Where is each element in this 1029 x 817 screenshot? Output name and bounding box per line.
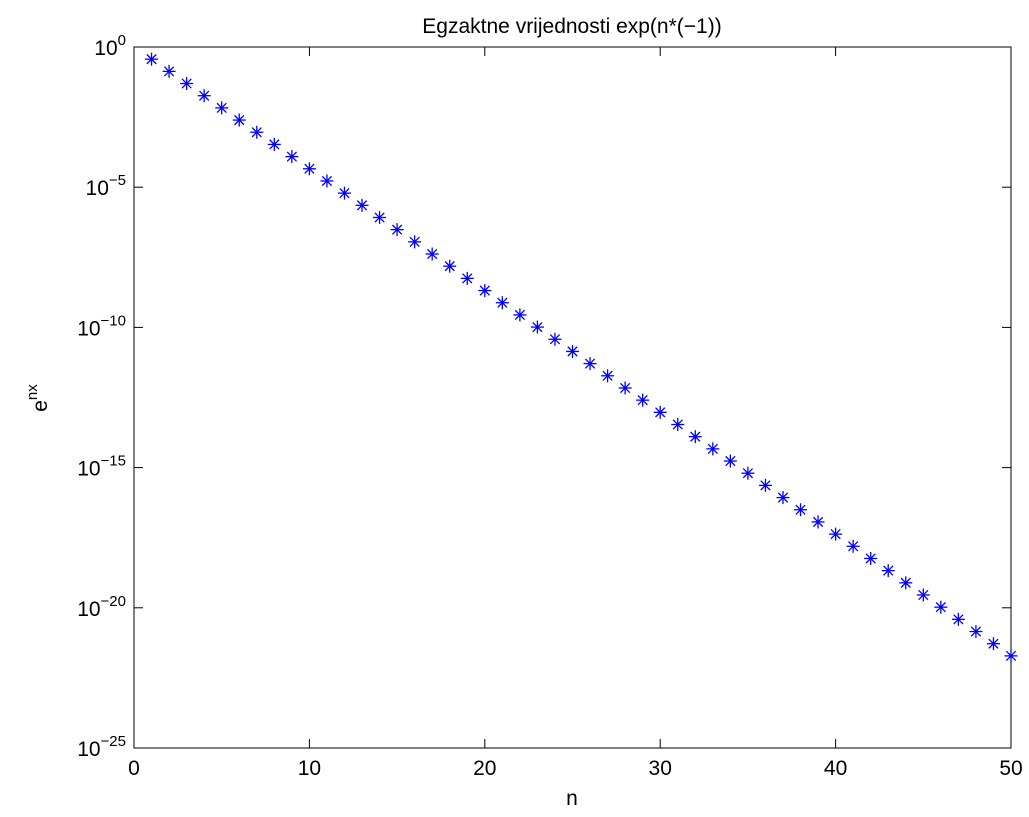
data-point xyxy=(337,186,351,200)
y-tick-label-base: 10 xyxy=(86,177,109,200)
data-point xyxy=(636,393,650,407)
data-point xyxy=(408,235,422,249)
x-tick-label: 20 xyxy=(473,757,496,780)
data-point xyxy=(688,430,702,444)
y-axis-label-base: e xyxy=(29,400,52,412)
data-point xyxy=(811,515,825,529)
data-point xyxy=(320,174,334,188)
y-tick-label: 10−10 xyxy=(77,312,126,340)
y-tick-label-exponent: −5 xyxy=(109,172,126,189)
y-tick-label: 100 xyxy=(94,32,126,60)
data-point xyxy=(460,271,474,285)
data-point xyxy=(881,564,895,578)
data-point xyxy=(530,320,544,334)
data-point xyxy=(741,466,755,480)
data-point xyxy=(390,223,404,237)
y-tick-label-base: 10 xyxy=(77,458,100,481)
data-point xyxy=(145,52,159,66)
x-tick-label: 40 xyxy=(824,757,847,780)
data-point xyxy=(180,77,194,91)
data-point xyxy=(373,210,387,224)
y-tick-label-exponent: −25 xyxy=(101,733,126,750)
data-point xyxy=(899,576,913,590)
data-point xyxy=(723,454,737,468)
y-tick-label-exponent: −20 xyxy=(101,593,126,610)
x-tick-label: 0 xyxy=(128,757,140,780)
y-axis-label-exponent: nx xyxy=(24,384,41,400)
data-point xyxy=(566,344,579,358)
data-point xyxy=(671,418,685,432)
data-point xyxy=(846,539,860,553)
data-point xyxy=(864,551,878,565)
data-point xyxy=(951,612,965,626)
x-axis-label: n xyxy=(566,787,578,810)
data-point xyxy=(285,150,299,164)
data-point xyxy=(776,491,790,505)
data-point xyxy=(916,588,930,602)
data-point xyxy=(267,137,281,151)
data-point xyxy=(443,259,457,273)
data-point xyxy=(232,113,246,127)
x-tick-label: 10 xyxy=(298,757,321,780)
y-tick-label-exponent: −15 xyxy=(101,453,126,470)
data-point xyxy=(548,332,562,346)
data-point xyxy=(986,637,1000,651)
data-point xyxy=(215,101,229,115)
data-point xyxy=(513,308,527,322)
y-tick-label-exponent: 0 xyxy=(118,32,126,49)
data-point xyxy=(601,369,615,383)
data-point xyxy=(495,296,509,310)
data-series xyxy=(145,52,1018,663)
data-point xyxy=(355,198,369,212)
y-tick-label: 10−20 xyxy=(77,593,126,621)
y-tick-label-base: 10 xyxy=(77,738,100,761)
data-point xyxy=(706,442,720,456)
data-point xyxy=(758,478,772,492)
data-point xyxy=(934,600,948,614)
data-point xyxy=(794,503,808,517)
y-tick-label-base: 10 xyxy=(77,317,100,340)
data-point xyxy=(302,162,316,176)
data-point xyxy=(969,625,983,639)
data-point xyxy=(425,247,439,261)
data-point xyxy=(583,357,597,371)
data-point xyxy=(1004,649,1018,663)
y-tick-label: 10−15 xyxy=(77,453,126,481)
data-point xyxy=(197,89,211,103)
data-point xyxy=(250,125,264,139)
x-tick-label: 30 xyxy=(649,757,672,780)
y-tick-label: 10−5 xyxy=(86,172,126,200)
x-axis-ticks: 0 10 20 30 40 50 xyxy=(128,47,1023,780)
y-tick-label: 10−25 xyxy=(77,733,126,761)
y-axis-label: enx xyxy=(24,384,52,412)
y-tick-label-exponent: −10 xyxy=(101,312,126,329)
data-point xyxy=(653,405,667,419)
plot-area xyxy=(133,46,1012,749)
data-point xyxy=(618,381,632,395)
y-tick-label-base: 10 xyxy=(77,598,100,621)
data-point xyxy=(162,64,176,78)
chart-title: Egzaktne vrijednosti exp(n*(−1)) xyxy=(422,15,721,38)
data-point xyxy=(478,284,492,298)
data-point xyxy=(829,527,843,541)
y-tick-label-base: 10 xyxy=(94,37,117,60)
x-tick-label: 50 xyxy=(999,757,1022,780)
